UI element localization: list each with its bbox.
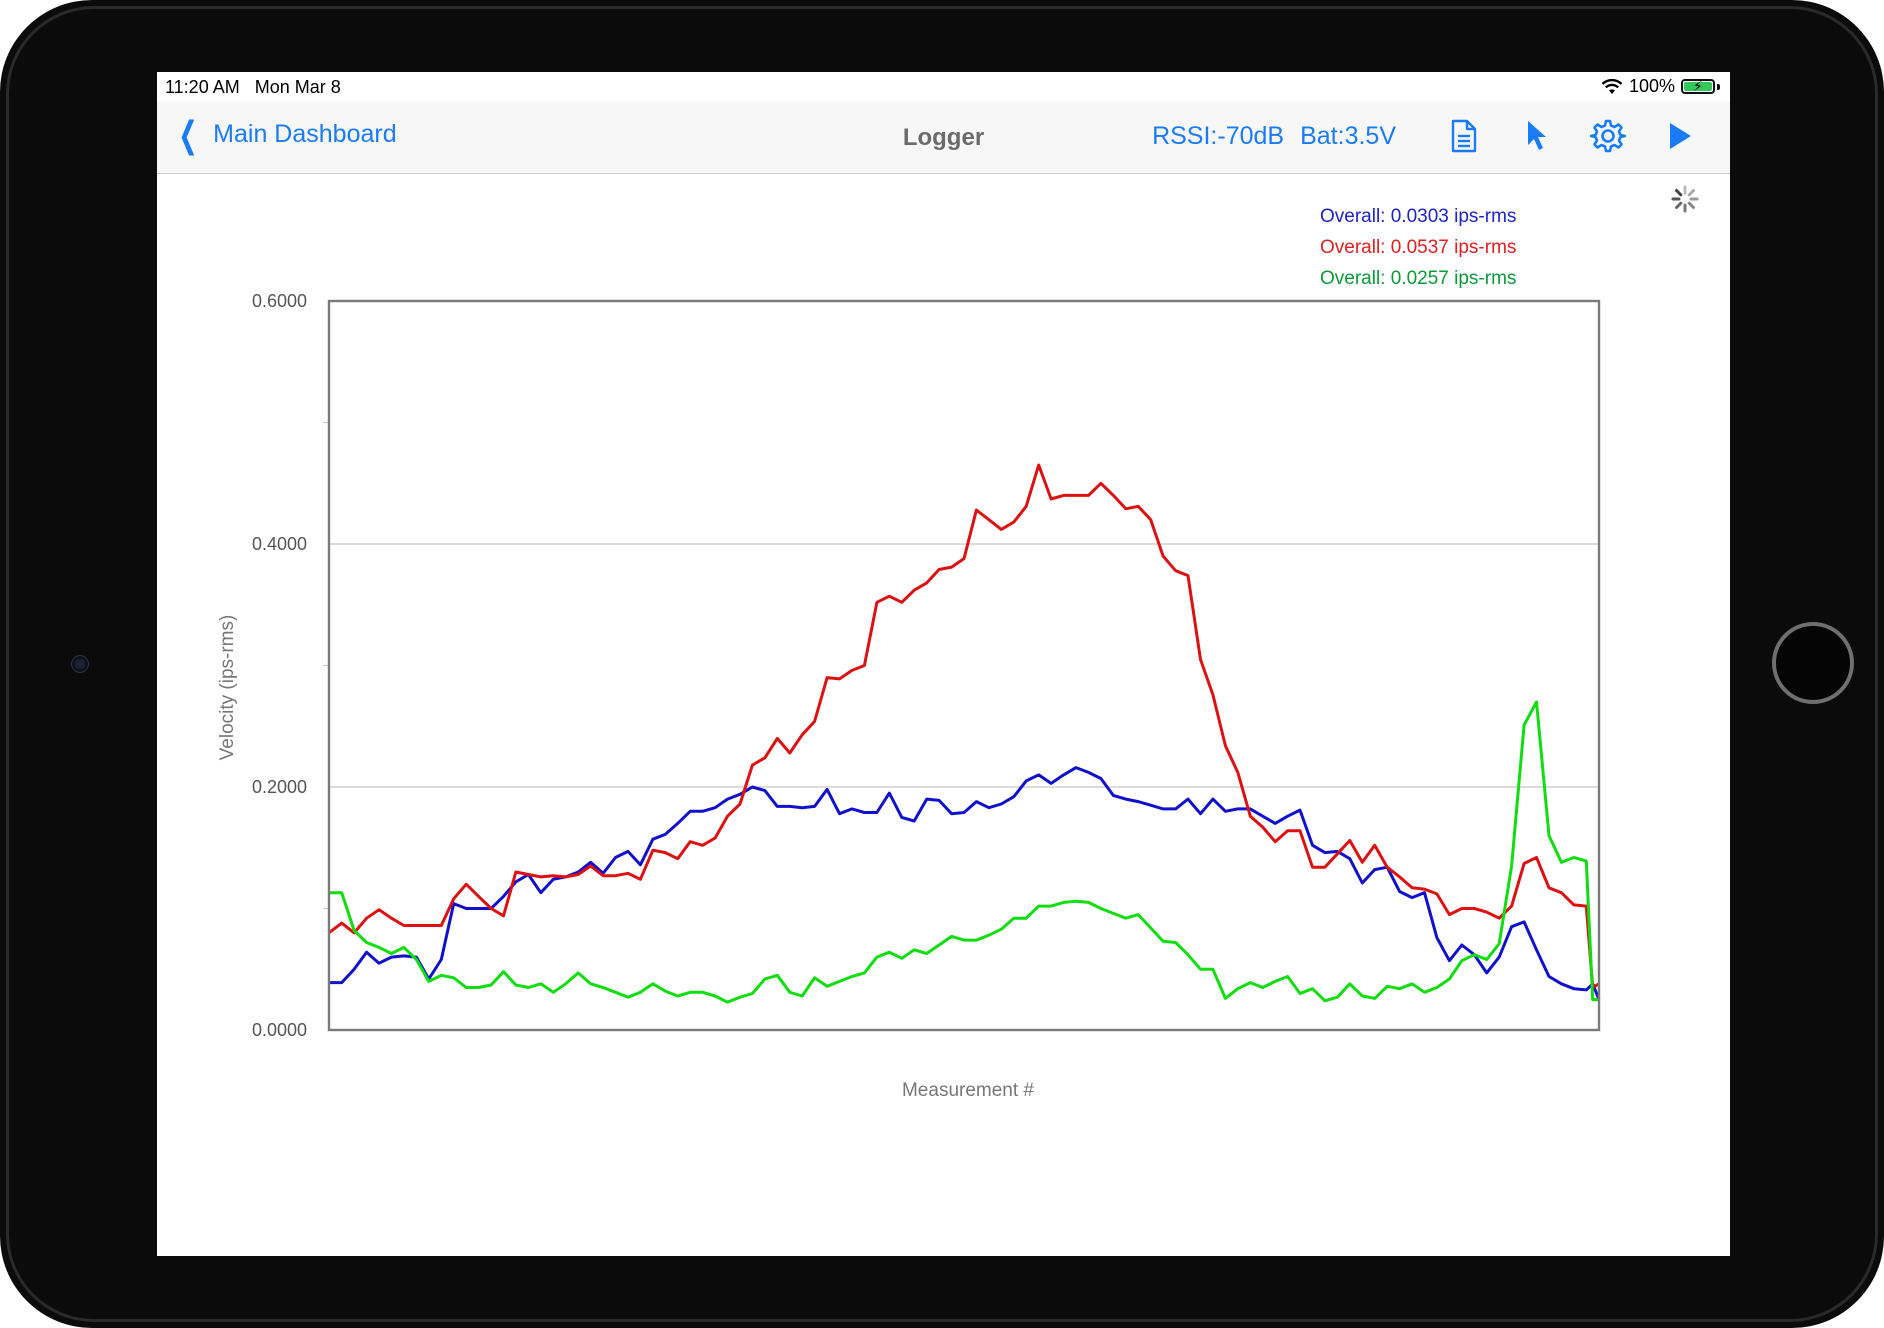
overall-green: Overall: 0.0257 ips-rms (1320, 268, 1517, 289)
series-line-1 (328, 463, 1600, 989)
battery-voltage-readout: Bat:3.5V (1300, 121, 1396, 150)
play-icon[interactable] (1660, 116, 1700, 156)
cursor-arrow-icon[interactable] (1516, 116, 1556, 156)
y-tick-label-0: 0.0000 (252, 1020, 307, 1040)
rssi-readout: RSSI:-70dB (1152, 121, 1285, 150)
y-tick-label-1: 0.2000 (252, 777, 307, 797)
chevron-left-icon: ❮ (178, 113, 198, 155)
front-camera (72, 656, 88, 672)
back-button-label: Main Dashboard (213, 120, 397, 148)
overall-blue: Overall: 0.0303 ips-rms (1320, 206, 1517, 227)
app-screen: 11:20 AM Mon Mar 8 100% ⚡ ❮ Main Das (157, 72, 1730, 1256)
velocity-chart: 0.0000 0.2000 0.4000 0.6000 Measurement # Vel… (217, 291, 1601, 1101)
nav-actions: RSSI:-70dB Bat:3.5V (1152, 116, 1700, 156)
gear-icon[interactable] (1588, 116, 1628, 156)
y-axis-label: Velocity (ips-rms) (217, 615, 238, 761)
wifi-icon (1601, 78, 1623, 94)
status-clock: 11:20 AM (165, 77, 240, 97)
battery-icon: ⚡ (1681, 78, 1715, 94)
overall-readouts: Overall: 0.0303 ips-rms Overall: 0.0537 … (1320, 201, 1516, 294)
document-icon[interactable] (1444, 116, 1484, 156)
overall-red: Overall: 0.0537 ips-rms (1320, 237, 1517, 258)
page-title: Logger (902, 124, 985, 151)
x-axis-label: Measurement # (902, 1080, 1034, 1101)
navigation-bar: ❮ Main Dashboard Logger RSSI:-70dB Bat:3… (157, 102, 1730, 174)
back-button[interactable]: ❮ Main Dashboard (173, 113, 397, 155)
status-time: 11:20 AM Mon Mar 8 (165, 77, 341, 98)
status-bar: 11:20 AM Mon Mar 8 100% ⚡ (157, 72, 1730, 102)
series-line-2 (329, 700, 1599, 1004)
status-date: Mon Mar 8 (254, 77, 341, 97)
activity-spinner-icon (1671, 185, 1699, 213)
status-indicators: 100% ⚡ (1601, 76, 1720, 97)
y-tick-label-3: 0.6000 (252, 291, 307, 311)
plot-frame (327, 299, 1601, 1032)
y-tick-label-2: 0.4000 (252, 534, 307, 554)
home-button[interactable] (1772, 622, 1854, 704)
battery-cap (1717, 83, 1720, 90)
series-line-0 (329, 766, 1601, 1001)
charging-bolt-icon: ⚡ (1693, 78, 1703, 94)
battery-level (1684, 82, 1712, 91)
battery-percent: 100% (1628, 76, 1675, 96)
